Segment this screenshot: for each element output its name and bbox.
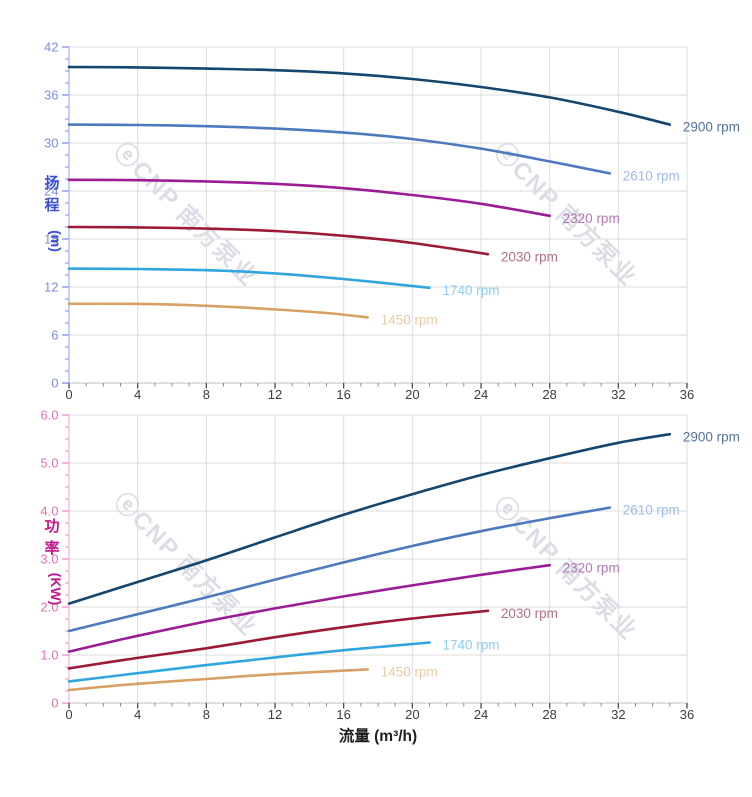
series-label-1450-rpm: 1450 rpm bbox=[381, 312, 438, 327]
curve-1450-rpm bbox=[67, 668, 369, 692]
curve-2610-rpm bbox=[67, 123, 612, 175]
x-tick-label: 0 bbox=[65, 707, 72, 722]
y-tick-label: 5.0 bbox=[40, 456, 58, 471]
x-tick-label: 4 bbox=[134, 707, 141, 722]
series-label-2320-rpm: 2320 rpm bbox=[563, 211, 620, 226]
x-tick-label: 16 bbox=[336, 707, 350, 722]
x-tick-label: 0 bbox=[65, 387, 72, 402]
x-tick-label: 8 bbox=[203, 707, 210, 722]
y-tick-label: 4.0 bbox=[40, 504, 58, 519]
y-tick-label: 24 bbox=[44, 184, 58, 199]
y-tick-label: 42 bbox=[44, 40, 58, 55]
curve-2900-rpm bbox=[67, 65, 672, 126]
watermark: ⓔCNP 南方泵业 bbox=[108, 487, 262, 641]
series-label-2900-rpm: 2900 rpm bbox=[683, 120, 740, 135]
y-tick-label: 1.0 bbox=[40, 648, 58, 663]
x-tick-label: 28 bbox=[542, 707, 556, 722]
x-axis-title: 流量 (m³/h) bbox=[339, 726, 417, 745]
x-tick-label: 36 bbox=[680, 707, 694, 722]
x-tick-label: 28 bbox=[542, 387, 556, 402]
curve-1740-rpm bbox=[67, 641, 431, 683]
x-tick-label: 24 bbox=[474, 707, 488, 722]
series-label-2900-rpm: 2900 rpm bbox=[683, 429, 740, 444]
y-tick-label: 0 bbox=[51, 696, 58, 711]
y-tick-label: 2.0 bbox=[40, 600, 58, 615]
y-tick-label: 36 bbox=[44, 88, 58, 103]
y-tick-label: 6 bbox=[51, 328, 58, 343]
y-tick-label: 3.0 bbox=[40, 552, 58, 567]
series-label-1450-rpm: 1450 rpm bbox=[381, 664, 438, 679]
x-tick-label: 20 bbox=[405, 387, 419, 402]
curve-2900-rpm bbox=[67, 432, 672, 605]
series-label-1740-rpm: 1740 rpm bbox=[443, 283, 500, 298]
y-tick-label: 6.0 bbox=[40, 408, 58, 423]
x-tick-label: 24 bbox=[474, 387, 488, 402]
x-tick-label: 12 bbox=[268, 387, 282, 402]
curve-1740-rpm bbox=[67, 267, 431, 290]
y-axis-title: 程 bbox=[44, 197, 59, 214]
series-label-2030-rpm: 2030 rpm bbox=[501, 606, 558, 621]
y-axis-title: 扬 bbox=[44, 174, 59, 192]
x-tick-label: 12 bbox=[268, 707, 282, 722]
x-tick-label: 32 bbox=[611, 387, 625, 402]
series-label-2320-rpm: 2320 rpm bbox=[563, 560, 620, 575]
y-tick-label: 12 bbox=[44, 280, 58, 295]
series-label-2610-rpm: 2610 rpm bbox=[623, 503, 680, 518]
series-label-2610-rpm: 2610 rpm bbox=[623, 168, 680, 183]
series-label-2030-rpm: 2030 rpm bbox=[501, 249, 558, 264]
y-axis-title: 功 bbox=[44, 518, 59, 535]
y-axis-unit: (KW) bbox=[48, 573, 64, 606]
y-tick-label: 18 bbox=[44, 232, 58, 247]
x-tick-label: 4 bbox=[134, 387, 141, 402]
x-tick-label: 36 bbox=[680, 387, 694, 402]
series-label-1740-rpm: 1740 rpm bbox=[443, 638, 500, 653]
curve-2030-rpm bbox=[67, 225, 490, 256]
x-tick-label: 20 bbox=[405, 707, 419, 722]
curve-2320-rpm bbox=[67, 563, 551, 653]
y-tick-label: 0 bbox=[51, 376, 58, 391]
y-tick-label: 30 bbox=[44, 136, 58, 151]
curve-1450-rpm bbox=[67, 302, 369, 319]
curve-2030-rpm bbox=[67, 609, 490, 670]
x-tick-label: 8 bbox=[203, 387, 210, 402]
x-tick-label: 32 bbox=[611, 707, 625, 722]
curve-2320-rpm bbox=[67, 178, 551, 218]
y-axis-unit: (m) bbox=[48, 230, 64, 252]
y-axis-title: 率 bbox=[44, 539, 59, 557]
x-tick-label: 16 bbox=[336, 387, 350, 402]
curve-2610-rpm bbox=[67, 506, 612, 633]
